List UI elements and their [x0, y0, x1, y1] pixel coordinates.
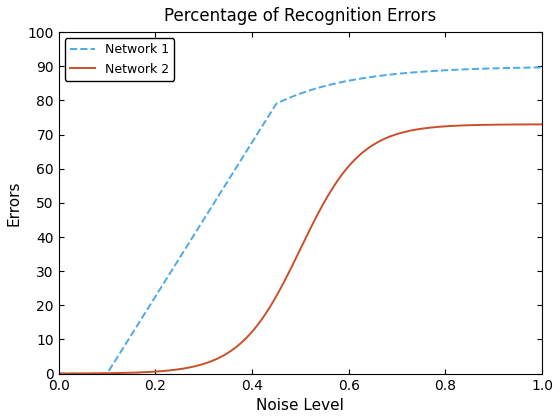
Line: Network 1: Network 1: [59, 67, 542, 374]
Network 2: [527, 122, 534, 127]
Network 2: [285, 271, 292, 276]
Network 1: [285, 96, 292, 101]
Network 1: [527, 65, 534, 70]
Network 2: [317, 207, 324, 212]
Network 1: [288, 94, 295, 100]
Network 1: [451, 67, 458, 72]
Title: Percentage of Recognition Errors: Percentage of Recognition Errors: [164, 7, 437, 25]
X-axis label: Noise Level: Noise Level: [256, 398, 344, 413]
Network 2: [539, 122, 545, 127]
Network 1: [343, 79, 350, 84]
Network 2: [288, 265, 295, 270]
Network 1: [317, 85, 324, 90]
Network 2: [451, 123, 458, 128]
Y-axis label: Errors: Errors: [7, 180, 22, 226]
Network 1: [539, 65, 545, 70]
Line: Network 2: Network 2: [59, 124, 542, 373]
Network 1: [55, 371, 62, 376]
Network 2: [343, 166, 350, 171]
Legend: Network 1, Network 2: Network 1, Network 2: [65, 38, 174, 81]
Network 2: [55, 371, 62, 376]
